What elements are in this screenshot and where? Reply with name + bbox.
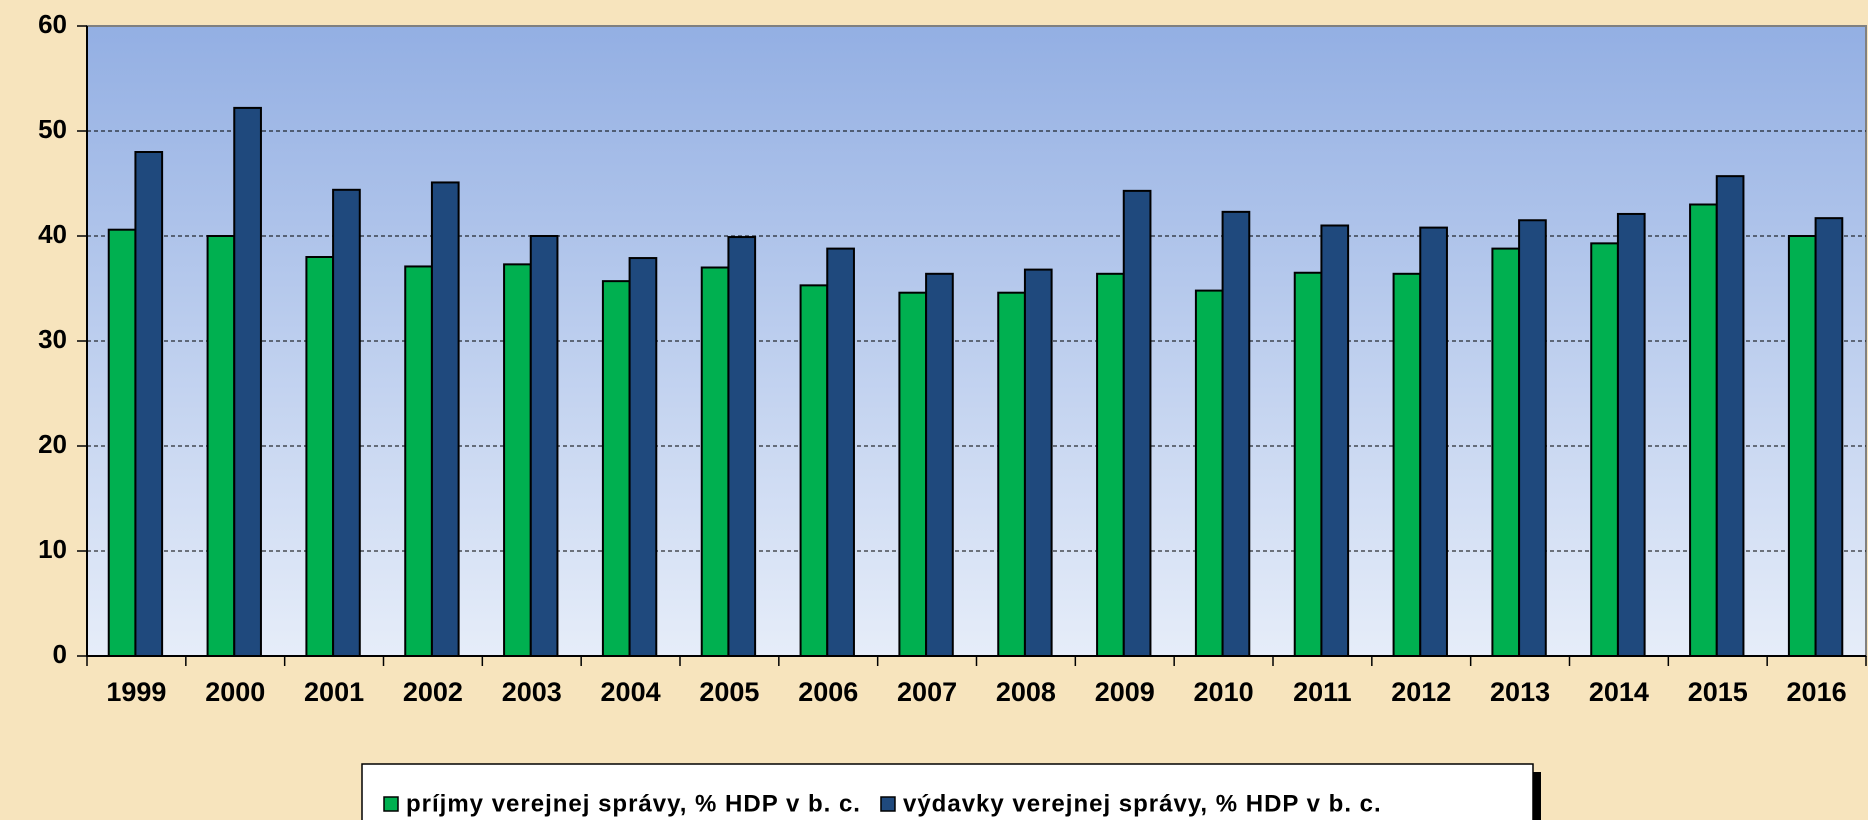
x-tick-label: 2011 — [1293, 677, 1352, 707]
bar — [1122, 189, 1152, 657]
bar — [206, 235, 236, 657]
y-tick-label: 40 — [38, 219, 67, 249]
y-tick-label: 0 — [53, 639, 67, 669]
bar — [503, 263, 532, 657]
x-tick-label: 2008 — [996, 677, 1056, 707]
x-tick-label: 2000 — [205, 677, 265, 707]
y-tick-label: 60 — [38, 9, 67, 39]
bar — [826, 247, 855, 657]
bar — [1392, 272, 1422, 657]
bar — [332, 188, 361, 658]
bar — [1491, 247, 1521, 657]
bar — [430, 181, 460, 657]
bar — [1096, 272, 1125, 657]
bar — [1419, 226, 1448, 657]
x-tick-label: 2010 — [1194, 677, 1254, 707]
bar — [1293, 271, 1323, 657]
y-tick-label: 10 — [38, 534, 67, 564]
legend-swatch — [383, 796, 399, 812]
bar — [1518, 219, 1547, 657]
x-tick-label: 2015 — [1688, 677, 1748, 707]
bar — [601, 280, 631, 657]
bar — [700, 266, 730, 657]
bar — [305, 256, 335, 657]
bar — [727, 236, 757, 658]
legend — [361, 763, 1534, 820]
bar — [529, 235, 559, 657]
x-tick-label: 2005 — [699, 677, 759, 707]
y-tick-label: 50 — [38, 114, 67, 144]
bar — [1814, 217, 1844, 657]
bar — [799, 284, 829, 657]
bar — [1590, 242, 1619, 657]
x-tick-label: 2001 — [304, 677, 364, 707]
x-tick-label: 2012 — [1391, 677, 1451, 707]
x-tick-label: 2013 — [1490, 677, 1550, 707]
x-tick-label: 2002 — [403, 677, 463, 707]
bar — [1787, 235, 1817, 657]
x-tick-label: 2004 — [601, 677, 661, 707]
y-tick-label: 20 — [38, 429, 67, 459]
legend-label: príjmy verejnej správy, % HDP v b. c. — [406, 790, 861, 817]
bar — [997, 291, 1026, 657]
legend-label: výdavky verejnej správy, % HDP v b. c. — [903, 790, 1382, 817]
bar — [925, 272, 954, 657]
bar — [134, 151, 164, 657]
x-tick-label: 2014 — [1589, 677, 1649, 707]
bar — [1689, 203, 1718, 657]
bar — [898, 291, 928, 657]
x-tick-label: 2006 — [798, 677, 858, 707]
bar — [1221, 210, 1251, 657]
bar — [233, 106, 262, 657]
bar — [1194, 289, 1224, 657]
legend-swatch — [880, 796, 896, 812]
bar — [1023, 268, 1053, 657]
x-tick-label: 2007 — [897, 677, 957, 707]
x-tick-label: 2003 — [502, 677, 562, 707]
bar — [1320, 224, 1350, 657]
x-tick-label: 2009 — [1095, 677, 1155, 707]
x-tick-label: 2016 — [1787, 677, 1847, 707]
bar — [1715, 175, 1745, 657]
bar — [1616, 212, 1646, 657]
x-tick-label: 1999 — [106, 677, 166, 707]
bar — [404, 265, 433, 657]
y-tick-label: 30 — [38, 324, 67, 354]
bar — [628, 257, 658, 657]
bar — [107, 228, 137, 657]
